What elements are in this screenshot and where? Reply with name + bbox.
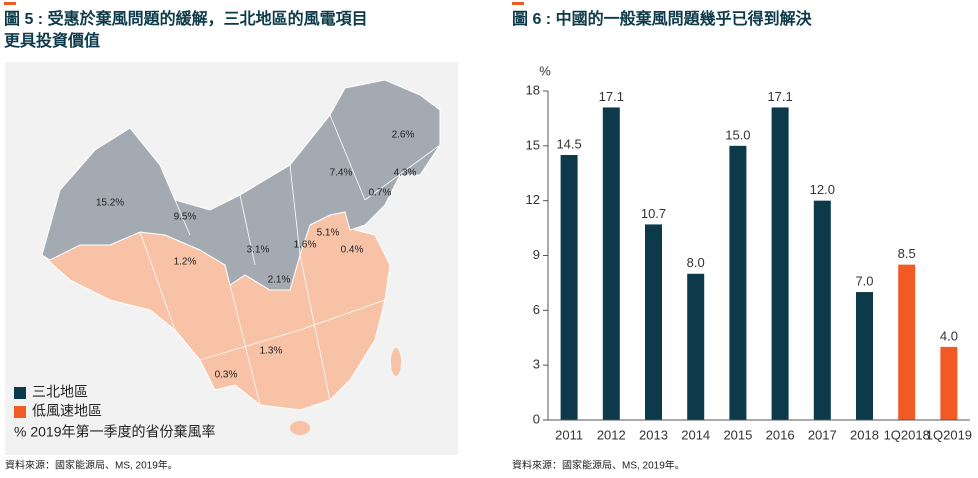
x-tick-label: 2013 [639, 427, 668, 442]
value-label: 12.0 [810, 182, 835, 197]
map-title: 圖 5 : 受惠於棄風問題的緩解，三北地區的風電項目 [4, 9, 368, 28]
region-label: 7.4% [330, 168, 353, 179]
region-label: 0.3% [215, 370, 238, 381]
y-unit: % [539, 63, 551, 78]
region-label: 0.7% [369, 188, 392, 199]
value-label: 17.1 [767, 89, 792, 104]
province-border [139, 231, 176, 331]
source: 資料來源：國家能源局、MS, 2019年。 [5, 459, 178, 472]
region-label: 1.3% [260, 346, 283, 357]
province-border [289, 164, 301, 256]
region-label: 9.5% [174, 212, 197, 223]
region-label: 1.6% [294, 240, 317, 251]
bar [898, 264, 916, 420]
province-border [329, 114, 366, 201]
map: 15.2% 9.5% 1.2% 3.1% 2.1% 1.6%5.1%0.4% 7.4% 2.6… [40, 79, 441, 435]
province-border [364, 144, 441, 201]
bar [602, 107, 620, 420]
accent [512, 2, 524, 5]
province-border [299, 254, 331, 401]
region-label: 4.3% [394, 168, 417, 179]
bar [729, 145, 747, 421]
value-label: 14.5 [556, 136, 581, 151]
value-label: 15.0 [725, 127, 750, 142]
three-north-region [41, 79, 441, 291]
region-label: 1.2% [174, 257, 197, 268]
bar [687, 273, 705, 420]
region-label: 15.2% [96, 198, 124, 209]
x-tick-label: 2017 [808, 427, 837, 442]
x-tick-label: 2011 [555, 427, 583, 442]
chart-title: 圖 6 : 中國的一般棄風問題幾乎已得到解決 [512, 9, 813, 28]
legend-swatch [14, 406, 26, 418]
x-tick-label: 1Q2018 [884, 427, 930, 442]
region-label: 5.1% [317, 228, 340, 239]
map-note: % 2019年第一季度的省份棄風率 [14, 424, 215, 440]
y-tick-label: 15 [526, 137, 540, 152]
province-border [229, 284, 261, 406]
bar [560, 154, 578, 420]
value-label: 7.0 [855, 273, 873, 288]
value-label: 8.5 [898, 246, 916, 261]
y-tick-label: 18 [526, 82, 540, 97]
map-title: 更具投資價值 [4, 31, 100, 50]
region-label: 2.1% [268, 275, 291, 286]
accent [4, 2, 16, 5]
y-tick-label: 3 [533, 357, 540, 372]
value-label: 10.7 [641, 206, 666, 221]
province-border [199, 299, 386, 361]
x-tick-label: 1Q2019 [926, 427, 972, 442]
region-label: 2.6% [392, 130, 415, 141]
x-tick-label: 2018 [850, 427, 879, 442]
y-tick-label: 0 [533, 411, 540, 426]
island [391, 348, 401, 376]
bar [813, 200, 831, 420]
region-label: 0.4% [341, 245, 364, 256]
x-tick-label: 2014 [681, 427, 710, 442]
source: 資料來源：國家能源局、MS, 2019年。 [512, 459, 685, 472]
x-tick-label: 2016 [766, 427, 795, 442]
bar [771, 107, 789, 420]
province-border [239, 194, 256, 266]
value-label: 17.1 [599, 89, 624, 104]
y-tick-label: 6 [533, 302, 540, 317]
legend-swatch [14, 387, 26, 399]
legend-label: 低風速地區 [32, 403, 102, 419]
value-label: 8.0 [687, 255, 705, 270]
value-label: 4.0 [940, 328, 958, 343]
island [290, 421, 310, 435]
province-border [174, 199, 191, 236]
x-tick-label: 2015 [723, 427, 752, 442]
bar [856, 292, 873, 420]
x-tick-label: 2012 [597, 427, 626, 442]
legend-label: 三北地區 [32, 384, 88, 400]
region-label: 3.1% [247, 245, 270, 256]
y-tick-label: 12 [526, 192, 540, 207]
y-tick-label: 9 [533, 247, 540, 262]
bar [645, 224, 662, 420]
bar [940, 346, 958, 420]
